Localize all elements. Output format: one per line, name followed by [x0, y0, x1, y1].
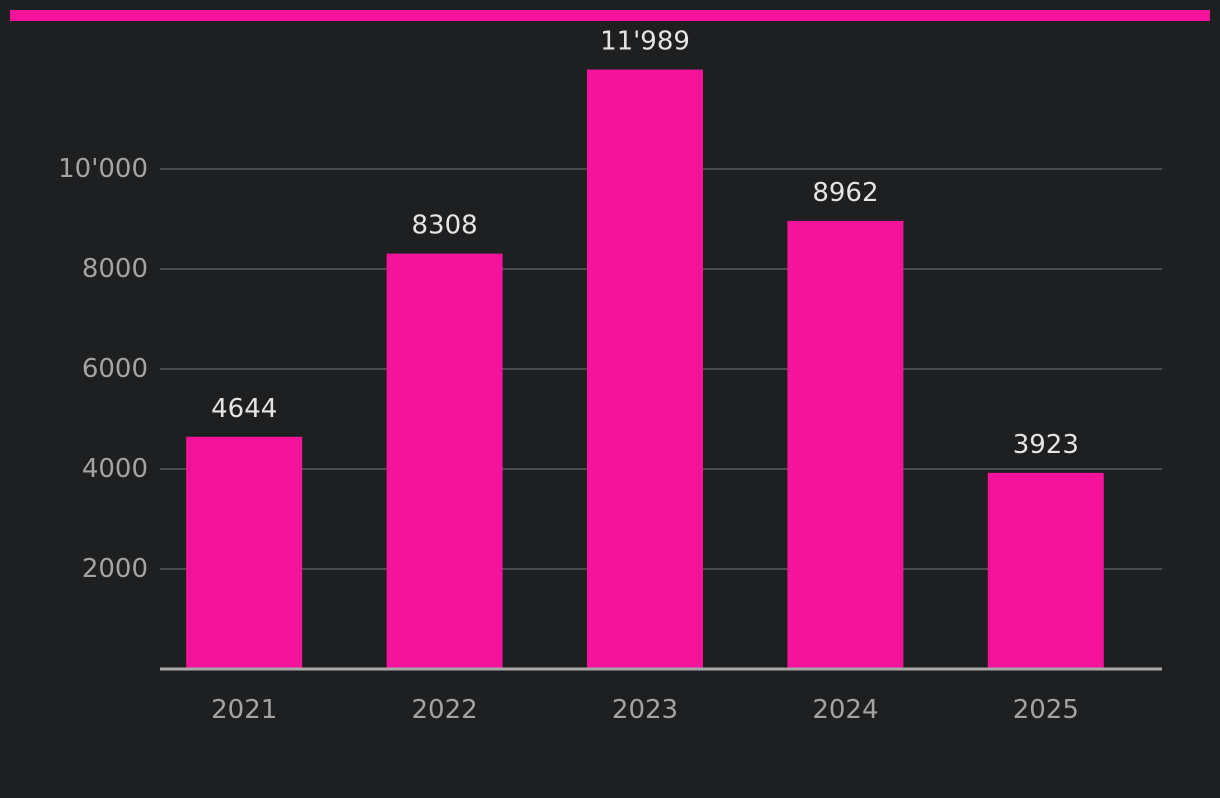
value-label: 8962 [812, 178, 878, 208]
bar-2022 [386, 253, 503, 669]
x-tick-label: 2021 [211, 695, 277, 725]
value-label: 11'989 [600, 27, 690, 57]
x-tick-label: 2022 [412, 695, 478, 725]
x-tick-label: 2023 [612, 695, 678, 725]
value-labels: 4644 8308 11'989 8962 3923 [211, 27, 1079, 460]
value-label: 3923 [1013, 430, 1079, 460]
bar-2023 [587, 69, 703, 670]
bar-2024 [787, 220, 904, 669]
x-axis-ticks: 2021 2022 2023 2024 2025 [211, 695, 1079, 725]
value-label: 4644 [211, 394, 277, 424]
y-tick-label: 6000 [82, 354, 148, 384]
y-tick-label: 10'000 [58, 154, 148, 184]
bar-2025 [987, 472, 1104, 669]
x-tick-label: 2025 [1013, 695, 1079, 725]
y-axis-ticks: 2000 4000 6000 8000 10'000 [58, 154, 148, 584]
y-tick-label: 2000 [82, 554, 148, 584]
y-tick-label: 8000 [82, 254, 148, 284]
accent-bar [10, 10, 1210, 21]
x-tick-label: 2024 [812, 695, 878, 725]
bar-2021 [186, 436, 303, 669]
y-tick-label: 4000 [82, 454, 148, 484]
bars [186, 69, 1104, 670]
value-label: 8308 [412, 211, 478, 241]
